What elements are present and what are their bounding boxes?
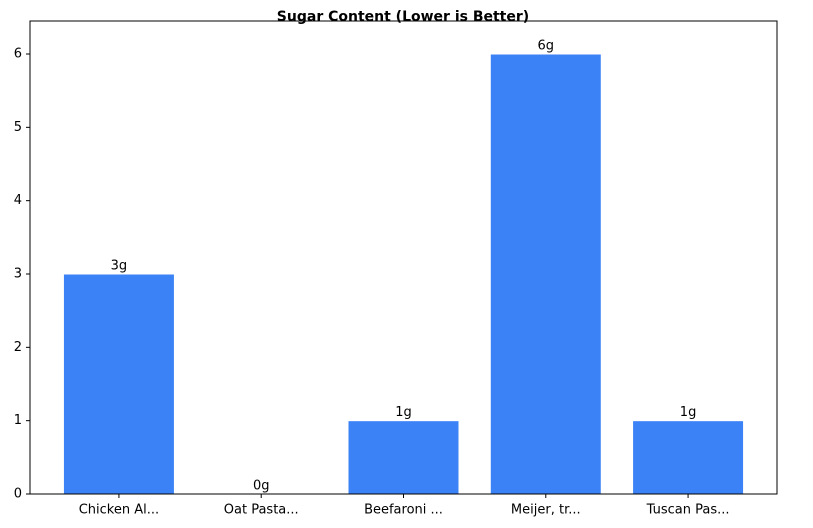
value-label: 6g	[538, 39, 555, 54]
bar	[347, 420, 460, 495]
bar	[632, 420, 745, 495]
value-label: 1g	[395, 405, 412, 420]
y-tick-label: 0	[14, 487, 22, 502]
x-tick-label: Tuscan Pas...	[646, 503, 730, 518]
x-tick-label: Oat Pasta...	[224, 503, 299, 518]
y-tick-label: 1	[14, 413, 22, 428]
bar	[489, 53, 602, 495]
y-tick-label: 5	[14, 120, 22, 135]
x-tick-label: Chicken Al...	[79, 503, 159, 518]
value-label: 1g	[680, 405, 697, 420]
y-tick-label: 3	[14, 267, 22, 282]
x-tick-label: Meijer, tr...	[511, 503, 581, 518]
chart-title: Sugar Content (Lower is Better)	[277, 9, 529, 25]
value-label: 3g	[111, 259, 128, 274]
y-tick-label: 6	[14, 47, 22, 62]
value-label: 0g	[253, 479, 270, 494]
y-tick-label: 2	[14, 340, 22, 355]
y-tick-label: 4	[14, 193, 22, 208]
bar	[62, 273, 175, 495]
x-tick-label: Beefaroni ...	[364, 503, 443, 518]
plot-frame	[29, 20, 778, 495]
